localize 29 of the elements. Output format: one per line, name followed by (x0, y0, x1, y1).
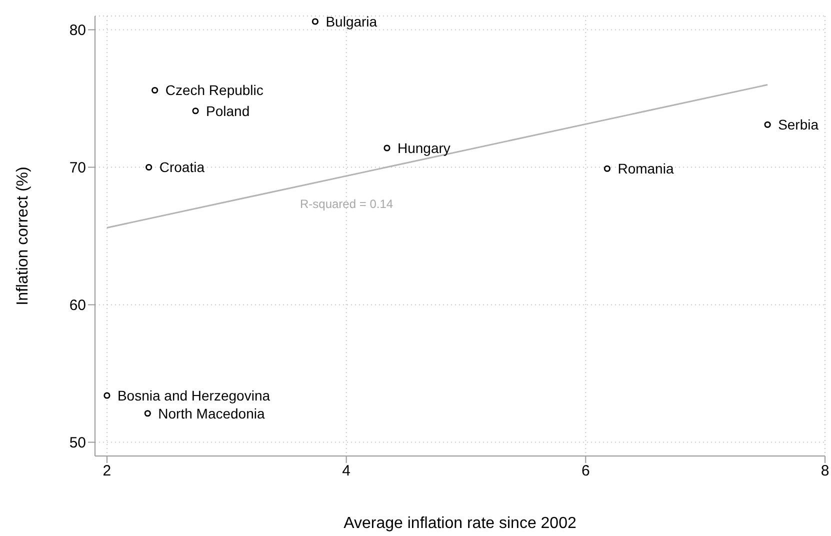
x-tick-label: 6 (581, 462, 590, 480)
annotation: Hungary (398, 140, 450, 156)
annotation: R-squared = 0.14 (300, 197, 394, 211)
annotation: Bulgaria (326, 13, 378, 30)
annotation: Czech Republic (165, 82, 264, 98)
annotation: Croatia (159, 159, 205, 176)
annotation: North Macedonia (158, 405, 265, 422)
x-tick-label: 4 (342, 462, 350, 480)
annotation: Bosnia and Herzegovina (117, 387, 270, 404)
x-tick-label: 8 (820, 462, 830, 480)
x-axis-title: Average inflation rate since 2002 (344, 515, 576, 532)
point (764, 121, 771, 128)
x-tick-label: 2 (102, 462, 112, 480)
point (312, 18, 318, 25)
y-tick-label: 60 (69, 297, 86, 314)
point (192, 108, 199, 114)
annotation: Poland (206, 102, 250, 119)
point (152, 86, 158, 94)
y-tick-label: 50 (69, 434, 86, 452)
point (104, 392, 110, 399)
point (146, 164, 152, 171)
y-axis-title: Inflation correct (%) (14, 166, 32, 306)
annotation: Romania (618, 160, 674, 177)
point (144, 410, 151, 417)
y-tick-label: 70 (69, 160, 86, 177)
annotation: Serbia (778, 116, 819, 133)
y-tick-label: 80 (69, 22, 86, 40)
point (384, 144, 390, 152)
point (604, 165, 610, 172)
